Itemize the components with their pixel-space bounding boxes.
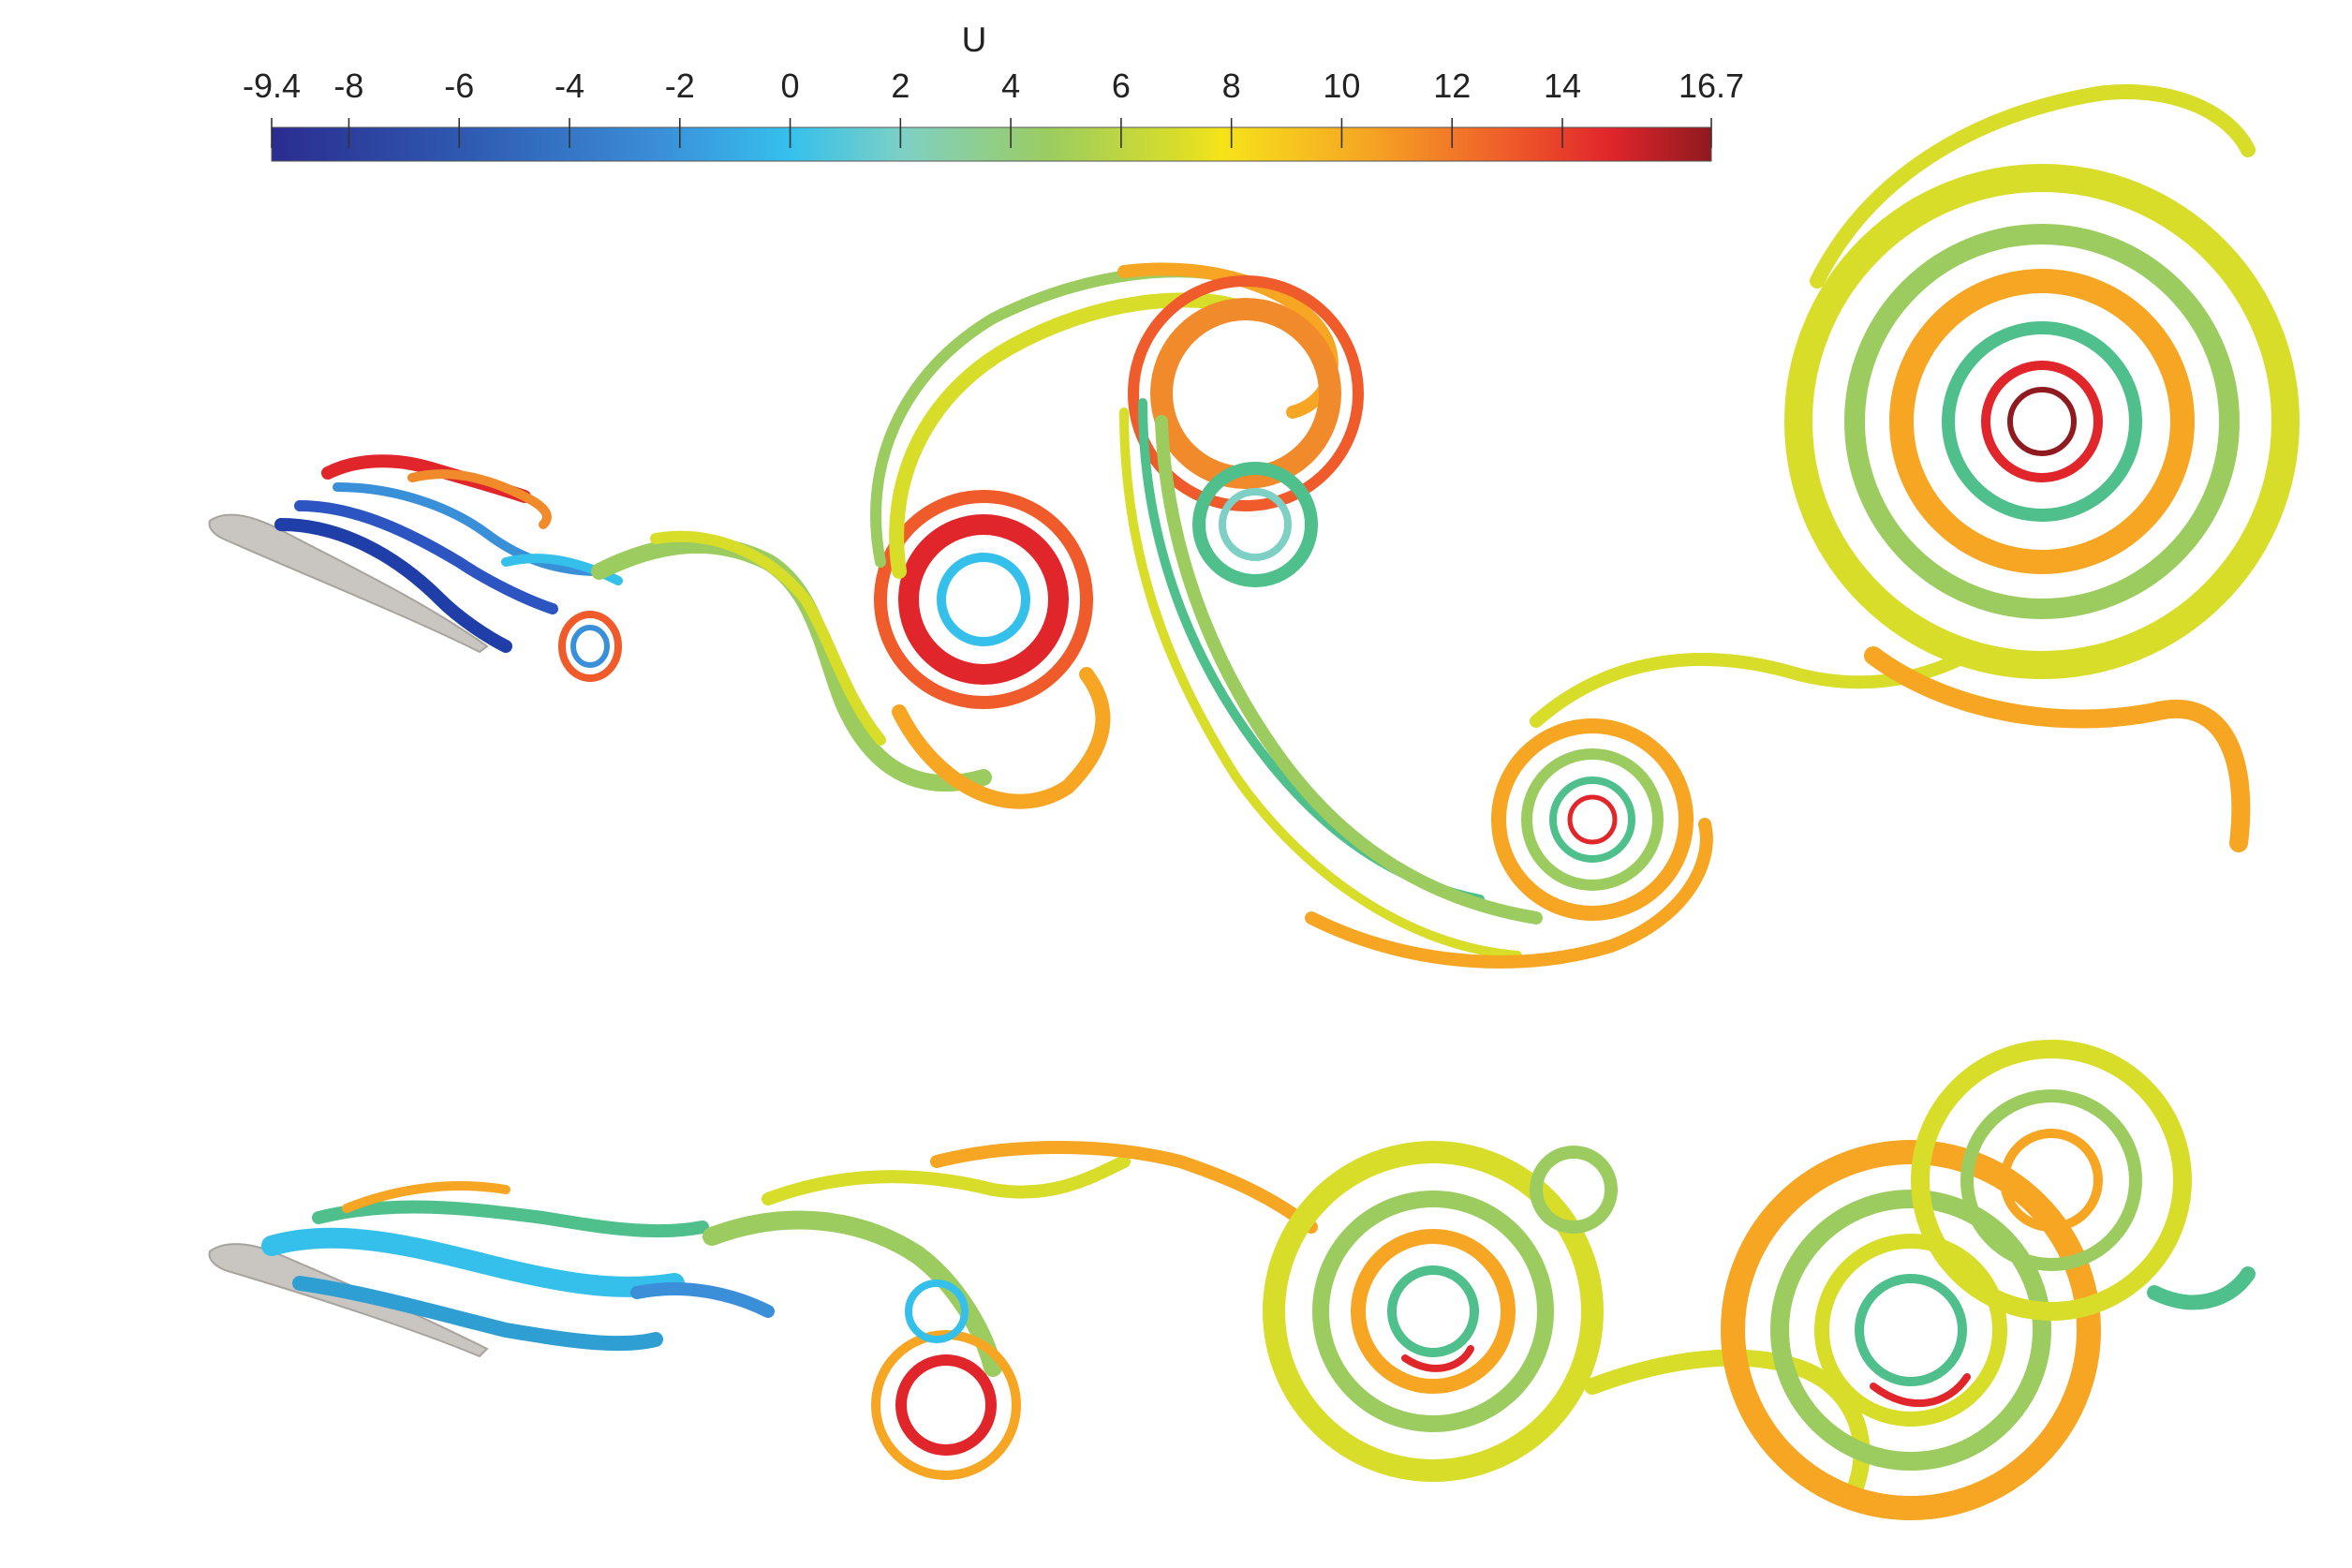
colorbar-tick-label: -8 xyxy=(333,67,363,105)
colorbar-tick-label: -9.4 xyxy=(243,67,301,105)
colorbar-tick-label: 16.7 xyxy=(1679,67,1744,105)
vortex-bottom-3 xyxy=(1721,1140,2101,1520)
vortex-top-3 xyxy=(1491,718,1694,921)
near-wake-bottom xyxy=(261,1181,775,1352)
colorbar-tick-label: 2 xyxy=(891,67,910,105)
colorbar-title: U xyxy=(962,21,987,59)
colorbar-tick-label: 10 xyxy=(1323,67,1360,105)
colorbar-tick-label: 12 xyxy=(1433,67,1471,105)
colorbar-ticks: -9.4 -8 -6 -4 -2 0 2 4 6 8 10 12 14 16.7 xyxy=(243,67,1744,148)
colorbar-tick-label: 6 xyxy=(1112,67,1131,105)
colorbar-tick-label: 14 xyxy=(1544,67,1581,105)
vortex-bottom-1 xyxy=(871,1280,1021,1480)
vortex-top-1 xyxy=(874,490,1111,809)
vortex-bottom-4 xyxy=(1911,1040,2256,1321)
colorbar-tick-label: -6 xyxy=(444,67,474,105)
vortex-bottom-2 xyxy=(1263,1141,1618,1482)
vortex-top-4 xyxy=(1784,84,2300,852)
bottom-flow-panel xyxy=(208,1040,2256,1520)
colorbar-tick-label: 4 xyxy=(1001,67,1020,105)
vortex-top-2 xyxy=(1128,275,1364,587)
top-flow-panel xyxy=(208,84,2300,969)
airfoil-top xyxy=(208,513,489,654)
colorbar-tick-label: 8 xyxy=(1222,67,1241,105)
near-wake-top xyxy=(274,454,623,682)
colorbar-tick-label: -2 xyxy=(665,67,695,105)
colorbar-tick-label: 0 xyxy=(781,67,800,105)
colorbar: U -9.4 -8 -6 -4 -2 0 2 4 6 8 10 12 14 16.7 xyxy=(243,21,1744,162)
colorbar-gradient xyxy=(271,126,1712,162)
colorbar-tick-label: -4 xyxy=(555,67,584,105)
